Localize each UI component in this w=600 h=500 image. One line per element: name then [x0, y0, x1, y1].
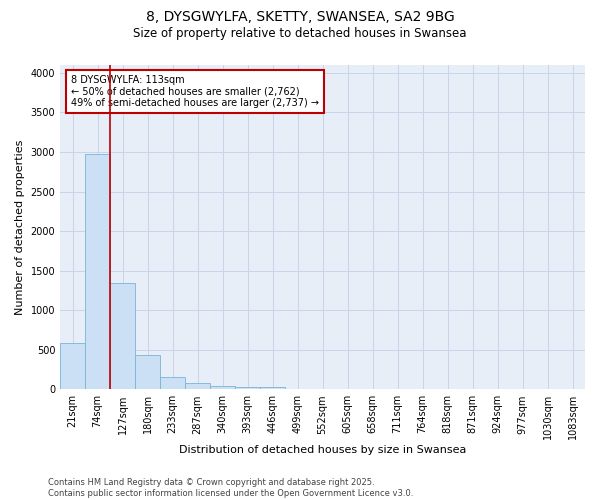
Text: Contains HM Land Registry data © Crown copyright and database right 2025.
Contai: Contains HM Land Registry data © Crown c…: [48, 478, 413, 498]
Bar: [110, 284, 135, 390]
Text: 8 DYSGWYLFA: 113sqm
← 50% of detached houses are smaller (2,762)
49% of semi-det: 8 DYSGWYLFA: 113sqm ← 50% of detached ho…: [71, 74, 319, 108]
Bar: [185, 384, 210, 390]
Text: Size of property relative to detached houses in Swansea: Size of property relative to detached ho…: [133, 28, 467, 40]
Bar: [235, 387, 260, 390]
Y-axis label: Number of detached properties: Number of detached properties: [15, 140, 25, 315]
Text: 8, DYSGWYLFA, SKETTY, SWANSEA, SA2 9BG: 8, DYSGWYLFA, SKETTY, SWANSEA, SA2 9BG: [146, 10, 454, 24]
Bar: [135, 356, 160, 390]
Bar: [160, 378, 185, 390]
X-axis label: Distribution of detached houses by size in Swansea: Distribution of detached houses by size …: [179, 445, 466, 455]
Bar: [260, 388, 285, 390]
Bar: [85, 154, 110, 390]
Bar: [210, 386, 235, 390]
Bar: [60, 344, 85, 390]
